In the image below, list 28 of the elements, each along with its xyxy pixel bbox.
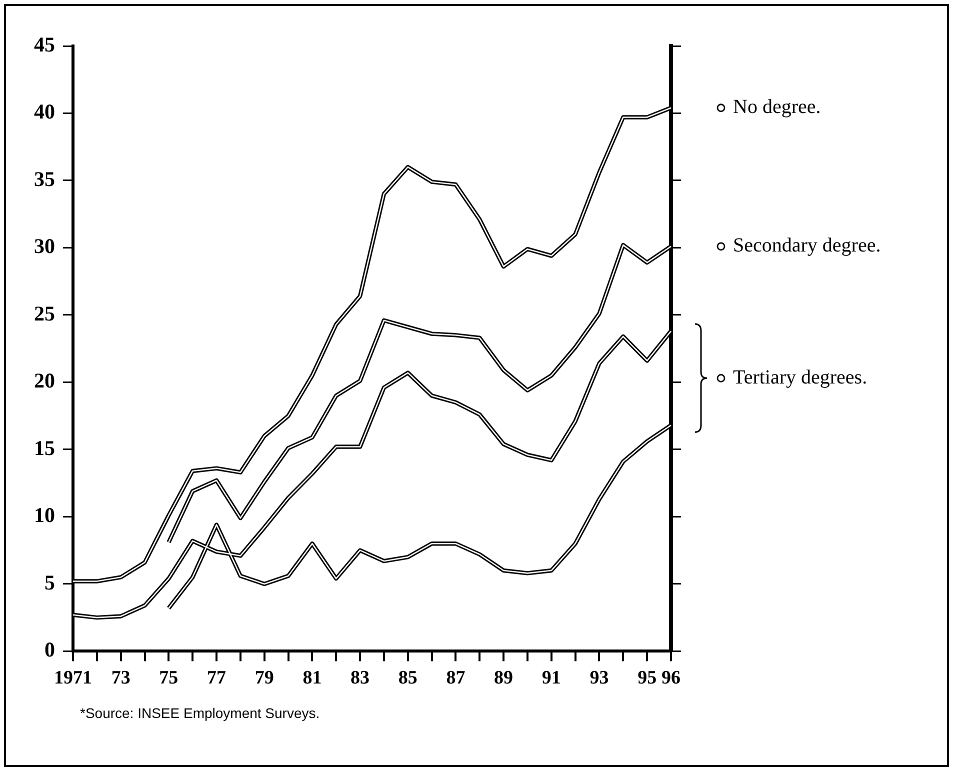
y-tick-label: 40 xyxy=(34,100,55,124)
x-tick-label: 89 xyxy=(494,668,514,689)
x-tick-label: 81 xyxy=(302,668,322,689)
legend-label: Tertiary degrees. xyxy=(733,366,868,388)
y-tick-label: 30 xyxy=(34,234,55,258)
x-tick-label: 85 xyxy=(398,668,418,689)
x-tick-label: 77 xyxy=(207,668,227,689)
y-tick-label: 25 xyxy=(34,301,55,326)
y-tick-label: 5 xyxy=(44,570,55,594)
x-tick-label: 87 xyxy=(446,668,466,689)
x-tick-label: 96 xyxy=(662,668,680,689)
x-tick-label: 91 xyxy=(542,668,561,689)
x-tick-label: 73 xyxy=(111,668,130,689)
y-tick-label: 35 xyxy=(34,166,55,191)
y-tick-label: 15 xyxy=(34,436,55,460)
x-tick-label: 95 xyxy=(638,668,657,689)
text: *Source: INSEE Employment Surveys. xyxy=(80,705,320,721)
legend-label: Secondary degree. xyxy=(733,234,881,257)
y-tick-label: 10 xyxy=(34,503,55,528)
y-tick-label: 20 xyxy=(34,368,55,393)
legend-label: No degree. xyxy=(733,96,821,118)
x-tick-label: 93 xyxy=(590,668,609,689)
x-tick-label: 1971 xyxy=(54,668,92,689)
x-tick-label: 83 xyxy=(350,668,370,689)
x-tick-label: 75 xyxy=(159,668,178,689)
x-tick-label: 79 xyxy=(254,668,274,689)
y-tick-label: 45 xyxy=(34,32,55,56)
y-tick-label: 0 xyxy=(44,638,55,662)
